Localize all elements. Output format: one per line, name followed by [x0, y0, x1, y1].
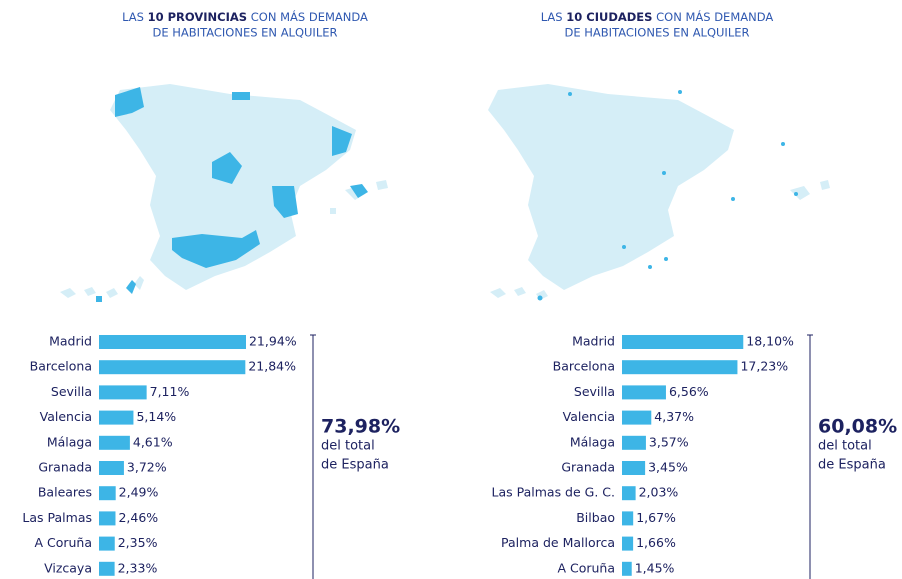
- value-label: 21,84%: [248, 359, 296, 374]
- bar: [622, 461, 646, 475]
- category-label: Palma de Mallorca: [501, 535, 615, 550]
- value-label: 3,57%: [649, 434, 689, 449]
- map-provinces: [60, 84, 388, 302]
- value-label: 2,03%: [639, 485, 679, 500]
- value-label: 2,33%: [118, 560, 158, 575]
- value-label: 1,66%: [636, 535, 676, 550]
- category-label: Las Palmas de G. C.: [492, 485, 615, 500]
- total-note: de España: [818, 458, 886, 473]
- value-label: 2,49%: [119, 485, 159, 500]
- total-label: 60,08%: [818, 416, 897, 438]
- title-part: CON MÁS DEMANDA: [251, 9, 368, 24]
- bar: [622, 536, 634, 551]
- category-label: Sevilla: [51, 384, 92, 399]
- category-label: Valencia: [40, 409, 92, 424]
- map-cities: [488, 84, 830, 301]
- total-note: del total: [321, 439, 375, 454]
- value-label: 1,67%: [636, 510, 676, 525]
- category-label: Málaga: [47, 434, 92, 449]
- title-part: CON MÁS DEMANDA: [656, 9, 773, 24]
- category-label: Baleares: [38, 485, 92, 500]
- category-label: Barcelona: [30, 359, 92, 374]
- category-label: Madrid: [572, 334, 615, 349]
- bar: [622, 335, 744, 349]
- chart-title-line2: DE HABITACIONES EN ALQUILER: [153, 26, 338, 40]
- category-label: Barcelona: [553, 359, 615, 374]
- title-highlight: 10 CIUDADES: [566, 10, 652, 24]
- title-part: LAS: [122, 10, 144, 24]
- value-label: 3,72%: [127, 460, 167, 475]
- value-label: 5,14%: [136, 409, 176, 424]
- category-label: Las Palmas: [22, 510, 92, 525]
- title-part: LAS: [541, 10, 563, 24]
- category-label: Madrid: [49, 334, 92, 349]
- bar: [622, 561, 632, 576]
- bar: [99, 536, 115, 551]
- bar: [99, 461, 124, 475]
- chart-title: LAS 10 PROVINCIAS CON MÁS DEMANDA: [122, 9, 368, 24]
- category-label: Sevilla: [574, 384, 615, 399]
- value-label: 18,10%: [746, 334, 794, 349]
- bar: [99, 435, 130, 450]
- value-label: 4,37%: [654, 409, 694, 424]
- bar: [622, 435, 646, 450]
- category-label: Bilbao: [576, 510, 615, 525]
- value-label: 4,61%: [133, 434, 173, 449]
- category-label: A Coruña: [557, 560, 615, 575]
- title-highlight: 10 PROVINCIAS: [148, 10, 247, 24]
- bar: [622, 360, 738, 375]
- value-label: 21,94%: [249, 334, 297, 349]
- value-label: 2,46%: [118, 510, 158, 525]
- category-label: Granada: [38, 460, 92, 475]
- bar: [622, 486, 636, 501]
- bar: [622, 410, 652, 425]
- bar: [622, 385, 666, 400]
- chart-title: LAS 10 CIUDADES CON MÁS DEMANDA: [541, 9, 774, 24]
- category-label: Vizcaya: [44, 560, 92, 575]
- category-label: A Coruña: [34, 535, 92, 550]
- value-label: 17,23%: [740, 359, 788, 374]
- category-label: Valencia: [563, 409, 615, 424]
- value-label: 6,56%: [669, 384, 709, 399]
- bar: [99, 335, 246, 349]
- value-label: 7,11%: [150, 384, 190, 399]
- category-label: Málaga: [570, 434, 615, 449]
- category-label: Granada: [561, 460, 615, 475]
- total-label: 73,98%: [321, 416, 400, 438]
- value-label: 2,35%: [118, 535, 158, 550]
- value-label: 3,45%: [648, 460, 688, 475]
- bar: [99, 511, 116, 526]
- bar: [99, 561, 115, 576]
- bar: [99, 360, 246, 375]
- chart-title-line2: DE HABITACIONES EN ALQUILER: [565, 26, 750, 40]
- total-note: del total: [818, 439, 872, 454]
- value-label: 1,45%: [635, 560, 675, 575]
- bar: [99, 410, 134, 425]
- bar: [622, 511, 634, 526]
- bar: [99, 385, 147, 400]
- total-note: de España: [321, 458, 389, 473]
- bar: [99, 486, 116, 501]
